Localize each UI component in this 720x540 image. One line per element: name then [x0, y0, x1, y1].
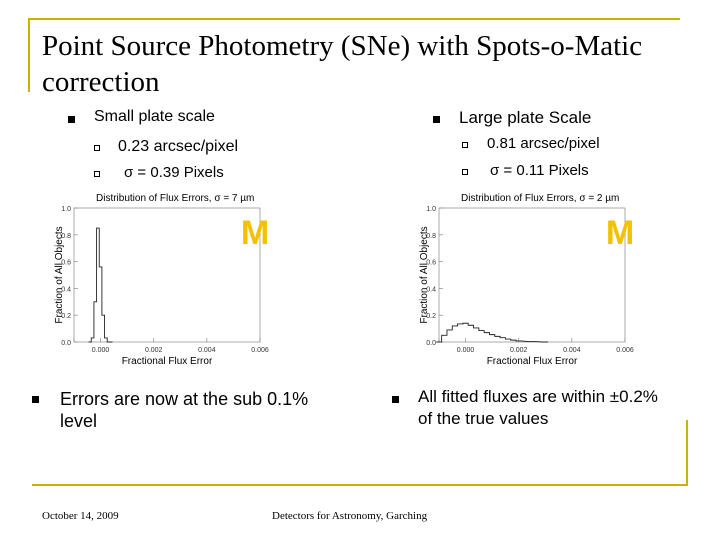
chart-left-logo-m: M: [241, 214, 269, 252]
bullet-bottom-left: [32, 396, 39, 403]
chart-left-xlabel: Fractional Flux Error: [122, 356, 213, 367]
chart-right-xtick-label: 0.006: [616, 347, 634, 354]
sub-bullet-right-1: [462, 142, 468, 148]
right-rule: [686, 420, 688, 486]
left-heading: Small plate scale: [94, 108, 215, 125]
top-rule: [28, 18, 680, 20]
chart-left-ylabel: Fraction of All Objects: [54, 226, 65, 323]
chart-right: Distribution of Flux Errors, σ = 2 µm 0.0…: [419, 193, 634, 367]
chart-right-ytick-label: 0.8: [426, 233, 436, 240]
chart-right-ytick-label: 0.2: [426, 313, 436, 320]
chart-right-xlabel: Fractional Flux Error: [487, 356, 578, 367]
sub-bullet-right-2: [462, 169, 468, 175]
right-item-2: σ = 0.11 Pixels: [490, 162, 589, 179]
chart-left: Distribution of Flux Errors, σ = 7 µm 0.0…: [54, 193, 269, 367]
chart-left-ytick-label: 0.0: [61, 340, 71, 347]
left-item-1: 0.23 arcsec/pixel: [118, 138, 239, 155]
chart-left-xtick-label: 0.006: [251, 347, 269, 354]
chart-right-ytick-label: 0.4: [426, 286, 436, 293]
chart-left-ytick-label: 1.0: [61, 206, 71, 213]
chart-right-ylabel: Fraction of All Objects: [419, 226, 430, 323]
bullet-right: [433, 116, 440, 123]
sub-bullet-left-1: [94, 145, 100, 151]
chart-right-xtick-label: 0.002: [510, 347, 528, 354]
chart-right-title: Distribution of Flux Errors, σ = 2 µm: [461, 193, 619, 204]
left-item-2: σ = 0.39 Pixels: [124, 164, 224, 181]
chart-left-series-line: [88, 227, 113, 343]
chart-right-xtick-label: 0.004: [563, 347, 581, 354]
bullet-bottom-right: [392, 396, 399, 403]
chart-right-ytick-label: 1.0: [426, 206, 436, 213]
chart-left-xtick-label: 0.000: [92, 347, 110, 354]
chart-right-ytick-label: 0.6: [426, 260, 436, 267]
bottom-rule: [32, 484, 688, 486]
chart-left-ytick-label: 0.4: [61, 286, 71, 293]
slide-title: Point Source Photometry (SNe) with Spots…: [42, 30, 643, 98]
right-item-1: 0.81 arcsec/pixel: [487, 135, 600, 152]
chart-right-logo-m: M: [606, 214, 634, 252]
chart-right-xtick-label: 0.000: [457, 347, 475, 354]
chart-left-xtick-label: 0.004: [198, 347, 216, 354]
footer-center: Detectors for Astronomy, Garching: [272, 510, 428, 522]
bullet-left: [68, 116, 75, 123]
footer-date: October 14, 2009: [42, 510, 119, 522]
chart-left-ytick-label: 0.6: [61, 260, 71, 267]
chart-left-ytick-label: 0.8: [61, 233, 71, 240]
right-heading: Large plate Scale: [459, 108, 592, 127]
chart-left-title: Distribution of Flux Errors, σ = 7 µm: [96, 193, 254, 204]
chart-left-ytick-label: 0.2: [61, 313, 71, 320]
chart-left-xtick-label: 0.002: [145, 347, 163, 354]
left-rule: [28, 18, 30, 92]
chart-right-series-line: [436, 322, 548, 343]
sub-bullet-left-2: [94, 171, 100, 177]
bottom-left-text: Errors are now at the sub 0.1% level: [60, 389, 309, 431]
bottom-right-text: All fitted fluxes are within ±0.2% of th…: [418, 387, 658, 428]
chart-right-frame: [438, 207, 626, 343]
chart-left-frame: [73, 207, 261, 343]
chart-right-ytick-label: 0.0: [426, 340, 436, 347]
